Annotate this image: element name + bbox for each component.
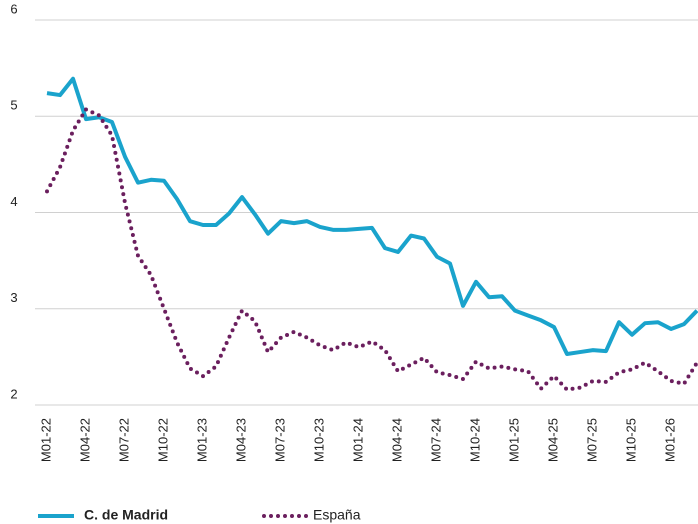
x-tick-label: M07-25 <box>584 418 599 462</box>
x-tick-label: M01-22 <box>38 418 53 462</box>
series-line <box>46 76 698 356</box>
x-tick-label: M10-22 <box>155 418 170 462</box>
x-tick-label: M07-24 <box>428 418 443 462</box>
x-tick-label: M01-26 <box>662 418 677 462</box>
x-tick-label: M04-24 <box>389 418 404 462</box>
x-tick-label: M01-25 <box>506 418 521 462</box>
x-tick-label: M04-22 <box>77 418 92 462</box>
x-tick-label: M10-24 <box>467 418 482 462</box>
y-tick-label: 6 <box>10 1 17 16</box>
x-tick-label: M01-24 <box>350 418 365 462</box>
legend-label: España <box>313 507 361 523</box>
x-tick-label: M07-23 <box>272 418 287 462</box>
series-line <box>45 107 698 392</box>
x-tick-label: M10-23 <box>311 418 326 462</box>
x-tick-label: M07-22 <box>116 418 131 462</box>
y-tick-label: 2 <box>10 386 17 401</box>
x-tick-label: M04-25 <box>545 418 560 462</box>
x-tick-label: M10-25 <box>623 418 638 462</box>
x-tick-label: M04-23 <box>233 418 248 462</box>
y-tick-label: 3 <box>10 290 17 305</box>
y-tick-label: 4 <box>10 194 17 209</box>
x-tick-label: M01-23 <box>194 418 209 462</box>
y-tick-label: 5 <box>10 98 17 113</box>
legend-label: C. de Madrid <box>84 507 168 523</box>
